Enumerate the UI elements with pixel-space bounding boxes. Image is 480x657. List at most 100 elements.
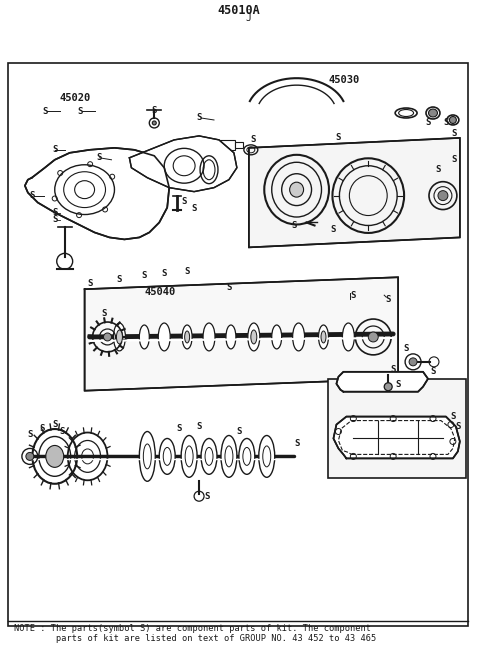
Ellipse shape	[113, 323, 125, 351]
Text: S: S	[250, 135, 255, 145]
Ellipse shape	[248, 323, 260, 351]
Bar	[217, 140, 235, 150]
Ellipse shape	[185, 446, 193, 467]
Text: S: S	[196, 114, 202, 122]
Text: S: S	[39, 424, 45, 433]
Text: S: S	[455, 422, 460, 431]
Text: S: S	[27, 430, 33, 439]
Ellipse shape	[203, 323, 215, 351]
Text: S: S	[396, 380, 401, 389]
Bar	[8, 63, 468, 625]
Ellipse shape	[181, 436, 197, 477]
Text: S: S	[97, 153, 102, 162]
Text: 45030: 45030	[328, 75, 360, 85]
Circle shape	[26, 453, 34, 461]
Ellipse shape	[239, 438, 255, 474]
Circle shape	[438, 191, 448, 200]
Ellipse shape	[263, 446, 271, 467]
Polygon shape	[84, 277, 398, 391]
Text: S: S	[29, 191, 35, 200]
Text: S: S	[451, 155, 456, 164]
Text: S: S	[204, 491, 210, 501]
Polygon shape	[334, 417, 460, 459]
Ellipse shape	[259, 436, 275, 477]
Ellipse shape	[185, 331, 190, 343]
Circle shape	[368, 332, 378, 342]
Ellipse shape	[243, 447, 251, 465]
Text: S: S	[450, 412, 456, 421]
Text: S: S	[385, 294, 391, 304]
Text: S: S	[196, 422, 202, 431]
Ellipse shape	[205, 447, 213, 465]
Text: S: S	[181, 197, 187, 206]
Ellipse shape	[139, 432, 155, 482]
Ellipse shape	[342, 323, 354, 351]
Polygon shape	[25, 148, 169, 239]
Text: 45050: 45050	[343, 372, 375, 382]
Ellipse shape	[201, 438, 217, 474]
Text: S: S	[192, 204, 197, 213]
Text: S: S	[331, 225, 336, 234]
Ellipse shape	[449, 116, 456, 124]
Polygon shape	[130, 136, 237, 192]
Ellipse shape	[429, 109, 437, 117]
Ellipse shape	[139, 325, 149, 349]
Text: S: S	[403, 344, 409, 353]
Text: S: S	[177, 424, 182, 433]
Ellipse shape	[159, 438, 175, 474]
Text: S: S	[117, 275, 122, 284]
Circle shape	[384, 383, 392, 391]
Text: S: S	[152, 106, 157, 114]
Text: S: S	[390, 365, 396, 374]
Circle shape	[152, 121, 156, 125]
Ellipse shape	[182, 325, 192, 349]
Polygon shape	[336, 372, 428, 392]
Ellipse shape	[251, 330, 257, 344]
Ellipse shape	[221, 436, 237, 477]
Ellipse shape	[117, 330, 122, 344]
Text: S: S	[77, 106, 82, 116]
Text: S: S	[294, 439, 300, 448]
Ellipse shape	[144, 444, 151, 469]
Polygon shape	[249, 138, 460, 248]
Ellipse shape	[226, 325, 236, 349]
Text: 45010A: 45010A	[217, 4, 260, 17]
Text: S: S	[451, 129, 456, 139]
Text: S: S	[59, 427, 64, 436]
Text: S: S	[435, 166, 441, 174]
Ellipse shape	[158, 323, 170, 351]
Text: S: S	[142, 271, 147, 280]
Text: S: S	[87, 279, 92, 288]
Text: S: S	[52, 145, 58, 154]
Ellipse shape	[321, 331, 326, 343]
Bar	[235, 142, 243, 148]
Text: S: S	[52, 420, 58, 429]
Text: S: S	[236, 427, 241, 436]
Text: NOTE : The parts(symbol S) are component parts of kit. The component
        par: NOTE : The parts(symbol S) are component…	[14, 624, 376, 643]
Text: 45040: 45040	[144, 287, 176, 297]
Ellipse shape	[319, 325, 328, 349]
Circle shape	[409, 358, 417, 366]
Ellipse shape	[272, 325, 282, 349]
Text: S: S	[430, 367, 436, 376]
Ellipse shape	[289, 182, 303, 197]
Text: S: S	[291, 221, 296, 230]
Text: S: S	[425, 118, 431, 127]
Text: S: S	[184, 267, 190, 276]
Text: S: S	[162, 269, 167, 278]
Text: S: S	[52, 215, 58, 224]
Ellipse shape	[46, 445, 64, 467]
Ellipse shape	[293, 323, 305, 351]
Text: S: S	[42, 106, 48, 116]
Text: S: S	[52, 208, 58, 217]
Text: J: J	[246, 13, 252, 24]
Circle shape	[104, 333, 111, 341]
Text: S: S	[102, 309, 107, 317]
Ellipse shape	[163, 447, 171, 465]
Text: S: S	[443, 118, 449, 127]
Text: S: S	[226, 283, 232, 292]
Text: S: S	[351, 290, 356, 300]
Ellipse shape	[225, 446, 233, 467]
Bar	[328, 379, 466, 478]
Text: S: S	[336, 133, 341, 143]
